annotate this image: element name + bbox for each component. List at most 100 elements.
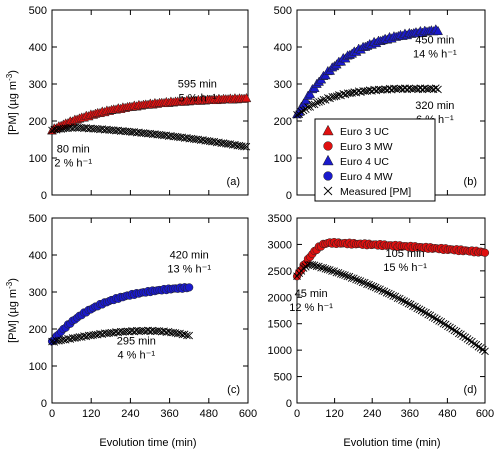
y-tick-label: 500 [274, 372, 292, 384]
data-point-stroke [144, 129, 152, 138]
data-point-stroke [299, 264, 308, 272]
data-point-stroke [71, 334, 79, 342]
data-point-stroke [315, 262, 323, 271]
data-point-stroke [352, 275, 360, 284]
data-point-stroke [378, 287, 387, 295]
data-point-stroke [400, 297, 408, 305]
annotation-line: 2 % h⁻¹ [54, 157, 92, 169]
data-point-stroke [402, 298, 411, 307]
data-point [176, 329, 184, 338]
data-point-stroke [293, 111, 301, 119]
y-tick-label: 1500 [268, 319, 292, 331]
data-point-stroke [474, 342, 483, 351]
data-point [235, 141, 244, 150]
y-tick-label: 400 [29, 250, 47, 262]
data-point-stroke [139, 129, 148, 137]
data-point-stroke [413, 304, 422, 313]
y-tick-label: 3500 [268, 213, 292, 225]
data-point-stroke [297, 107, 306, 116]
data-point-stroke [176, 133, 184, 142]
data-point [402, 298, 411, 307]
data-point-stroke [203, 136, 212, 145]
data-point [371, 283, 380, 292]
data-point [356, 277, 365, 285]
data-point [308, 100, 317, 109]
data-point-stroke [226, 140, 235, 148]
data-point [450, 326, 459, 335]
data-point-stroke [470, 339, 478, 348]
data-point-stroke [369, 282, 378, 291]
data-point-stroke [334, 268, 343, 277]
data-point [293, 111, 301, 119]
data-point-stroke [91, 124, 100, 133]
data-point [336, 270, 345, 278]
x-tick-label: 0 [294, 408, 300, 420]
y-tick-label: 300 [274, 79, 292, 91]
data-point [341, 90, 350, 99]
data-point [413, 304, 422, 313]
data-point-stroke [371, 283, 380, 292]
y-tick-label: 200 [29, 324, 47, 336]
data-point-stroke [336, 270, 345, 278]
data-point [82, 332, 91, 341]
data-point [330, 267, 338, 276]
data-point [330, 92, 339, 101]
data-point-stroke [313, 98, 321, 107]
data-point-stroke [363, 280, 371, 288]
data-point-stroke [119, 127, 127, 135]
annotation-line: 12 % h⁻¹ [289, 302, 333, 314]
data-point-stroke [103, 125, 111, 134]
data-point-stroke [87, 331, 95, 340]
data-point-stroke [398, 296, 406, 305]
data-point [59, 335, 68, 344]
y-axis-title-main: [PM] (µg m [7, 289, 19, 343]
data-point [208, 137, 216, 146]
data-point-stroke [404, 299, 413, 308]
data-point-stroke [219, 139, 228, 147]
data-point [55, 337, 63, 345]
data-point [384, 289, 393, 298]
data-point-stroke [224, 140, 232, 148]
data-point-stroke [135, 128, 143, 137]
legend-marker [322, 154, 334, 166]
data-point [459, 332, 467, 341]
annotation-line: 15 % h⁻¹ [383, 262, 427, 274]
data-point [358, 278, 367, 287]
annotation-line: 450 min [415, 34, 454, 46]
data-point [345, 272, 354, 281]
data-point-stroke [98, 330, 107, 339]
data-point-stroke [242, 142, 251, 151]
y-tick-label: 1000 [268, 345, 292, 357]
data-point-stroke [409, 302, 417, 310]
data-point [365, 280, 373, 289]
series-euro-3-mw [292, 237, 490, 281]
annotation-line: 14 % h⁻¹ [413, 48, 457, 60]
series-measured-pm- [48, 123, 251, 151]
data-point-stroke [59, 335, 68, 344]
panel-1: 0 100 200 300 400 500 595 min 5 % h⁻¹ 80 min 2 % … [5, 5, 252, 202]
data-point-stroke [350, 274, 358, 283]
data-point-stroke [332, 268, 341, 277]
y-axis-title: [PM] (µg m-3) [5, 70, 19, 135]
data-point [61, 336, 70, 344]
data-point-stroke [439, 319, 448, 328]
legend-marker [323, 171, 333, 181]
data-point [369, 282, 378, 291]
x-tick-label: 480 [200, 408, 218, 420]
data-point [465, 336, 474, 345]
data-point-stroke [430, 314, 439, 322]
y-tick-label: 500 [274, 5, 292, 17]
data-point-stroke [319, 95, 328, 104]
data-point-stroke [55, 337, 63, 345]
data-point [398, 296, 406, 305]
data-point [431, 84, 440, 93]
data-point [319, 263, 328, 272]
data-point [203, 136, 212, 145]
data-point [155, 130, 164, 139]
data-point-stroke [459, 332, 467, 341]
y-axis-title-main: [PM] (µg m [7, 81, 19, 135]
data-point [297, 107, 306, 116]
series-measured-pm- [293, 84, 442, 119]
data-point-stroke [433, 315, 441, 324]
y-tick-label: 500 [29, 213, 47, 225]
